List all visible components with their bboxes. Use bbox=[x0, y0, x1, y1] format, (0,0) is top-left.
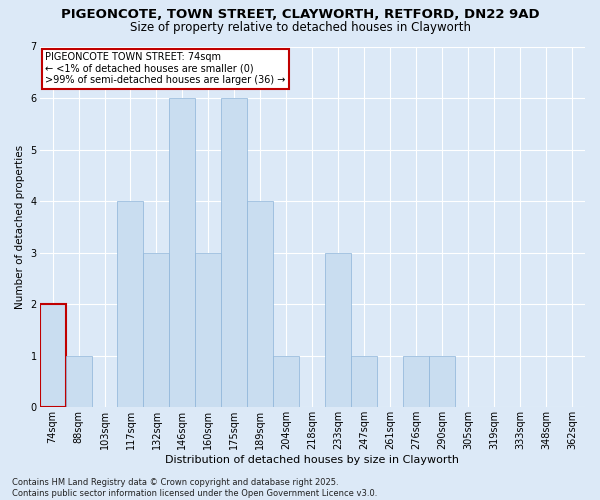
Text: Contains HM Land Registry data © Crown copyright and database right 2025.
Contai: Contains HM Land Registry data © Crown c… bbox=[12, 478, 377, 498]
Bar bbox=[247, 201, 274, 408]
Y-axis label: Number of detached properties: Number of detached properties bbox=[15, 145, 25, 309]
Bar bbox=[143, 252, 169, 408]
Text: PIGEONCOTE TOWN STREET: 74sqm
← <1% of detached houses are smaller (0)
>99% of s: PIGEONCOTE TOWN STREET: 74sqm ← <1% of d… bbox=[45, 52, 286, 85]
Bar bbox=[429, 356, 455, 408]
Bar bbox=[221, 98, 247, 408]
Bar bbox=[325, 252, 351, 408]
Bar bbox=[65, 356, 92, 408]
Bar bbox=[351, 356, 377, 408]
Bar bbox=[169, 98, 196, 408]
Bar bbox=[274, 356, 299, 408]
X-axis label: Distribution of detached houses by size in Clayworth: Distribution of detached houses by size … bbox=[165, 455, 459, 465]
Bar bbox=[196, 252, 221, 408]
Text: PIGEONCOTE, TOWN STREET, CLAYWORTH, RETFORD, DN22 9AD: PIGEONCOTE, TOWN STREET, CLAYWORTH, RETF… bbox=[61, 8, 539, 20]
Text: Size of property relative to detached houses in Clayworth: Size of property relative to detached ho… bbox=[130, 21, 470, 34]
Bar bbox=[40, 304, 65, 408]
Bar bbox=[118, 201, 143, 408]
Bar bbox=[403, 356, 429, 408]
